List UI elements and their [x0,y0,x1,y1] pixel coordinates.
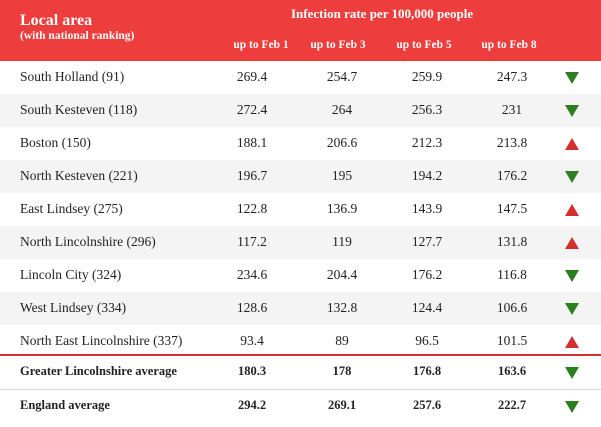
area-name: Greater Lincolnshire average [20,364,177,378]
rate-value: 256.3 [411,102,443,117]
rate-value: 212.3 [411,135,443,150]
rate-value: 163.6 [497,364,527,378]
rate-value: 196.7 [236,168,268,183]
triangle-up-icon [565,336,579,348]
area-name: North Lincolnshire (296) [20,234,156,249]
triangle-down-icon [565,401,579,413]
rate-value: 147.5 [496,201,528,216]
area-name: North Kesteven (221) [20,168,138,183]
rate-value: 264 [331,102,353,117]
table-row: Lincoln City (324) 234.6 204.4 176.2 116.8 [0,259,601,292]
rate-value: 93.4 [240,333,264,348]
rate-value: 127.7 [411,234,443,249]
infection-rate-heading: Infection rate per 100,000 people [291,6,474,21]
rate-value: 136.9 [326,201,358,216]
column-header-feb-3: up to Feb 3 [310,39,366,51]
column-header-feb-8: up to Feb 8 [481,39,537,51]
summary-row: England average 294.2 269.1 257.6 222.7 [0,390,601,423]
area-name: Boston (150) [20,135,91,150]
rate-value: 122.8 [236,201,268,216]
local-area-subheading: (with national ranking) [20,30,135,42]
triangle-up-icon [565,138,579,150]
summary-divider [0,354,601,356]
rate-value: 116.8 [497,267,527,282]
rate-value: 272.4 [236,102,268,117]
rate-value: 176.8 [412,364,442,378]
rate-value: 176.2 [411,267,443,282]
table-row: North Lincolnshire (296) 117.2 119 127.7 131… [0,226,601,259]
rate-value: 222.7 [497,398,527,412]
rate-value: 269.1 [327,398,357,412]
triangle-down-icon [565,270,579,282]
rate-value: 257.6 [412,398,442,412]
table-header: Local area (with national ranking) Infec… [0,0,601,61]
rate-value: 106.6 [496,300,528,315]
rate-value: 231 [501,102,523,117]
area-name: Lincoln City (324) [20,267,122,282]
rate-value: 119 [332,234,352,249]
rate-value: 194.2 [411,168,443,183]
triangle-up-icon [565,237,579,249]
area-name: South Kesteven (118) [20,102,138,117]
column-header-feb-1: up to Feb 1 [233,39,289,51]
triangle-down-icon [565,171,579,183]
triangle-up-icon [565,204,579,216]
triangle-down-icon [565,367,579,379]
area-name: North East Lincolnshire (337) [20,333,183,348]
rate-value: 124.4 [411,300,443,315]
table-row: West Lindsey (334) 128.6 132.8 124.4 106.6 [0,292,601,325]
rate-value: 247.3 [496,69,528,84]
rate-value: 117.2 [237,234,267,249]
rate-value: 259.9 [411,69,443,84]
triangle-down-icon [565,72,579,84]
rate-value: 294.2 [237,398,267,412]
column-header-feb-5: up to Feb 5 [396,39,452,51]
rate-value: 178 [332,364,352,378]
local-area-heading: Local area [20,12,93,29]
rate-value: 206.6 [326,135,358,150]
table-row: East Lindsey (275) 122.8 136.9 143.9 147.5 [0,193,601,226]
row-divider [0,389,601,390]
rate-value: 143.9 [411,201,443,216]
rate-value: 180.3 [237,364,267,378]
rate-value: 204.4 [326,267,358,282]
table-row: North Kesteven (221) 196.7 195 194.2 176.2 [0,160,601,193]
rate-value: 195 [331,168,353,183]
rate-value: 101.5 [496,333,528,348]
rate-value: 132.8 [326,300,358,315]
area-name: England average [20,398,110,412]
rate-value: 128.6 [236,300,268,315]
table-row: Boston (150) 188.1 206.6 212.3 213.8 [0,127,601,160]
table-row: South Holland (91) 269.4 254.7 259.9 247.3 [0,61,601,94]
rate-value: 234.6 [236,267,268,282]
rate-value: 131.8 [496,234,528,249]
rate-value: 176.2 [496,168,528,183]
table-row: South Kesteven (118) 272.4 264 256.3 231 [0,94,601,127]
rate-value: 89 [335,333,349,348]
area-name: West Lindsey (334) [20,300,127,315]
triangle-down-icon [565,303,579,315]
area-name: East Lindsey (275) [20,201,123,216]
triangle-down-icon [565,105,579,117]
table-row: North East Lincolnshire (337) 93.4 89 96.5 1… [0,325,601,358]
rate-value: 96.5 [415,333,439,348]
area-name: South Holland (91) [20,69,125,84]
rate-value: 188.1 [236,135,268,150]
summary-row: Greater Lincolnshire average 180.3 178 176.… [0,356,601,389]
rate-value: 254.7 [326,69,358,84]
rate-value: 269.4 [236,69,268,84]
rate-value: 213.8 [496,135,528,150]
